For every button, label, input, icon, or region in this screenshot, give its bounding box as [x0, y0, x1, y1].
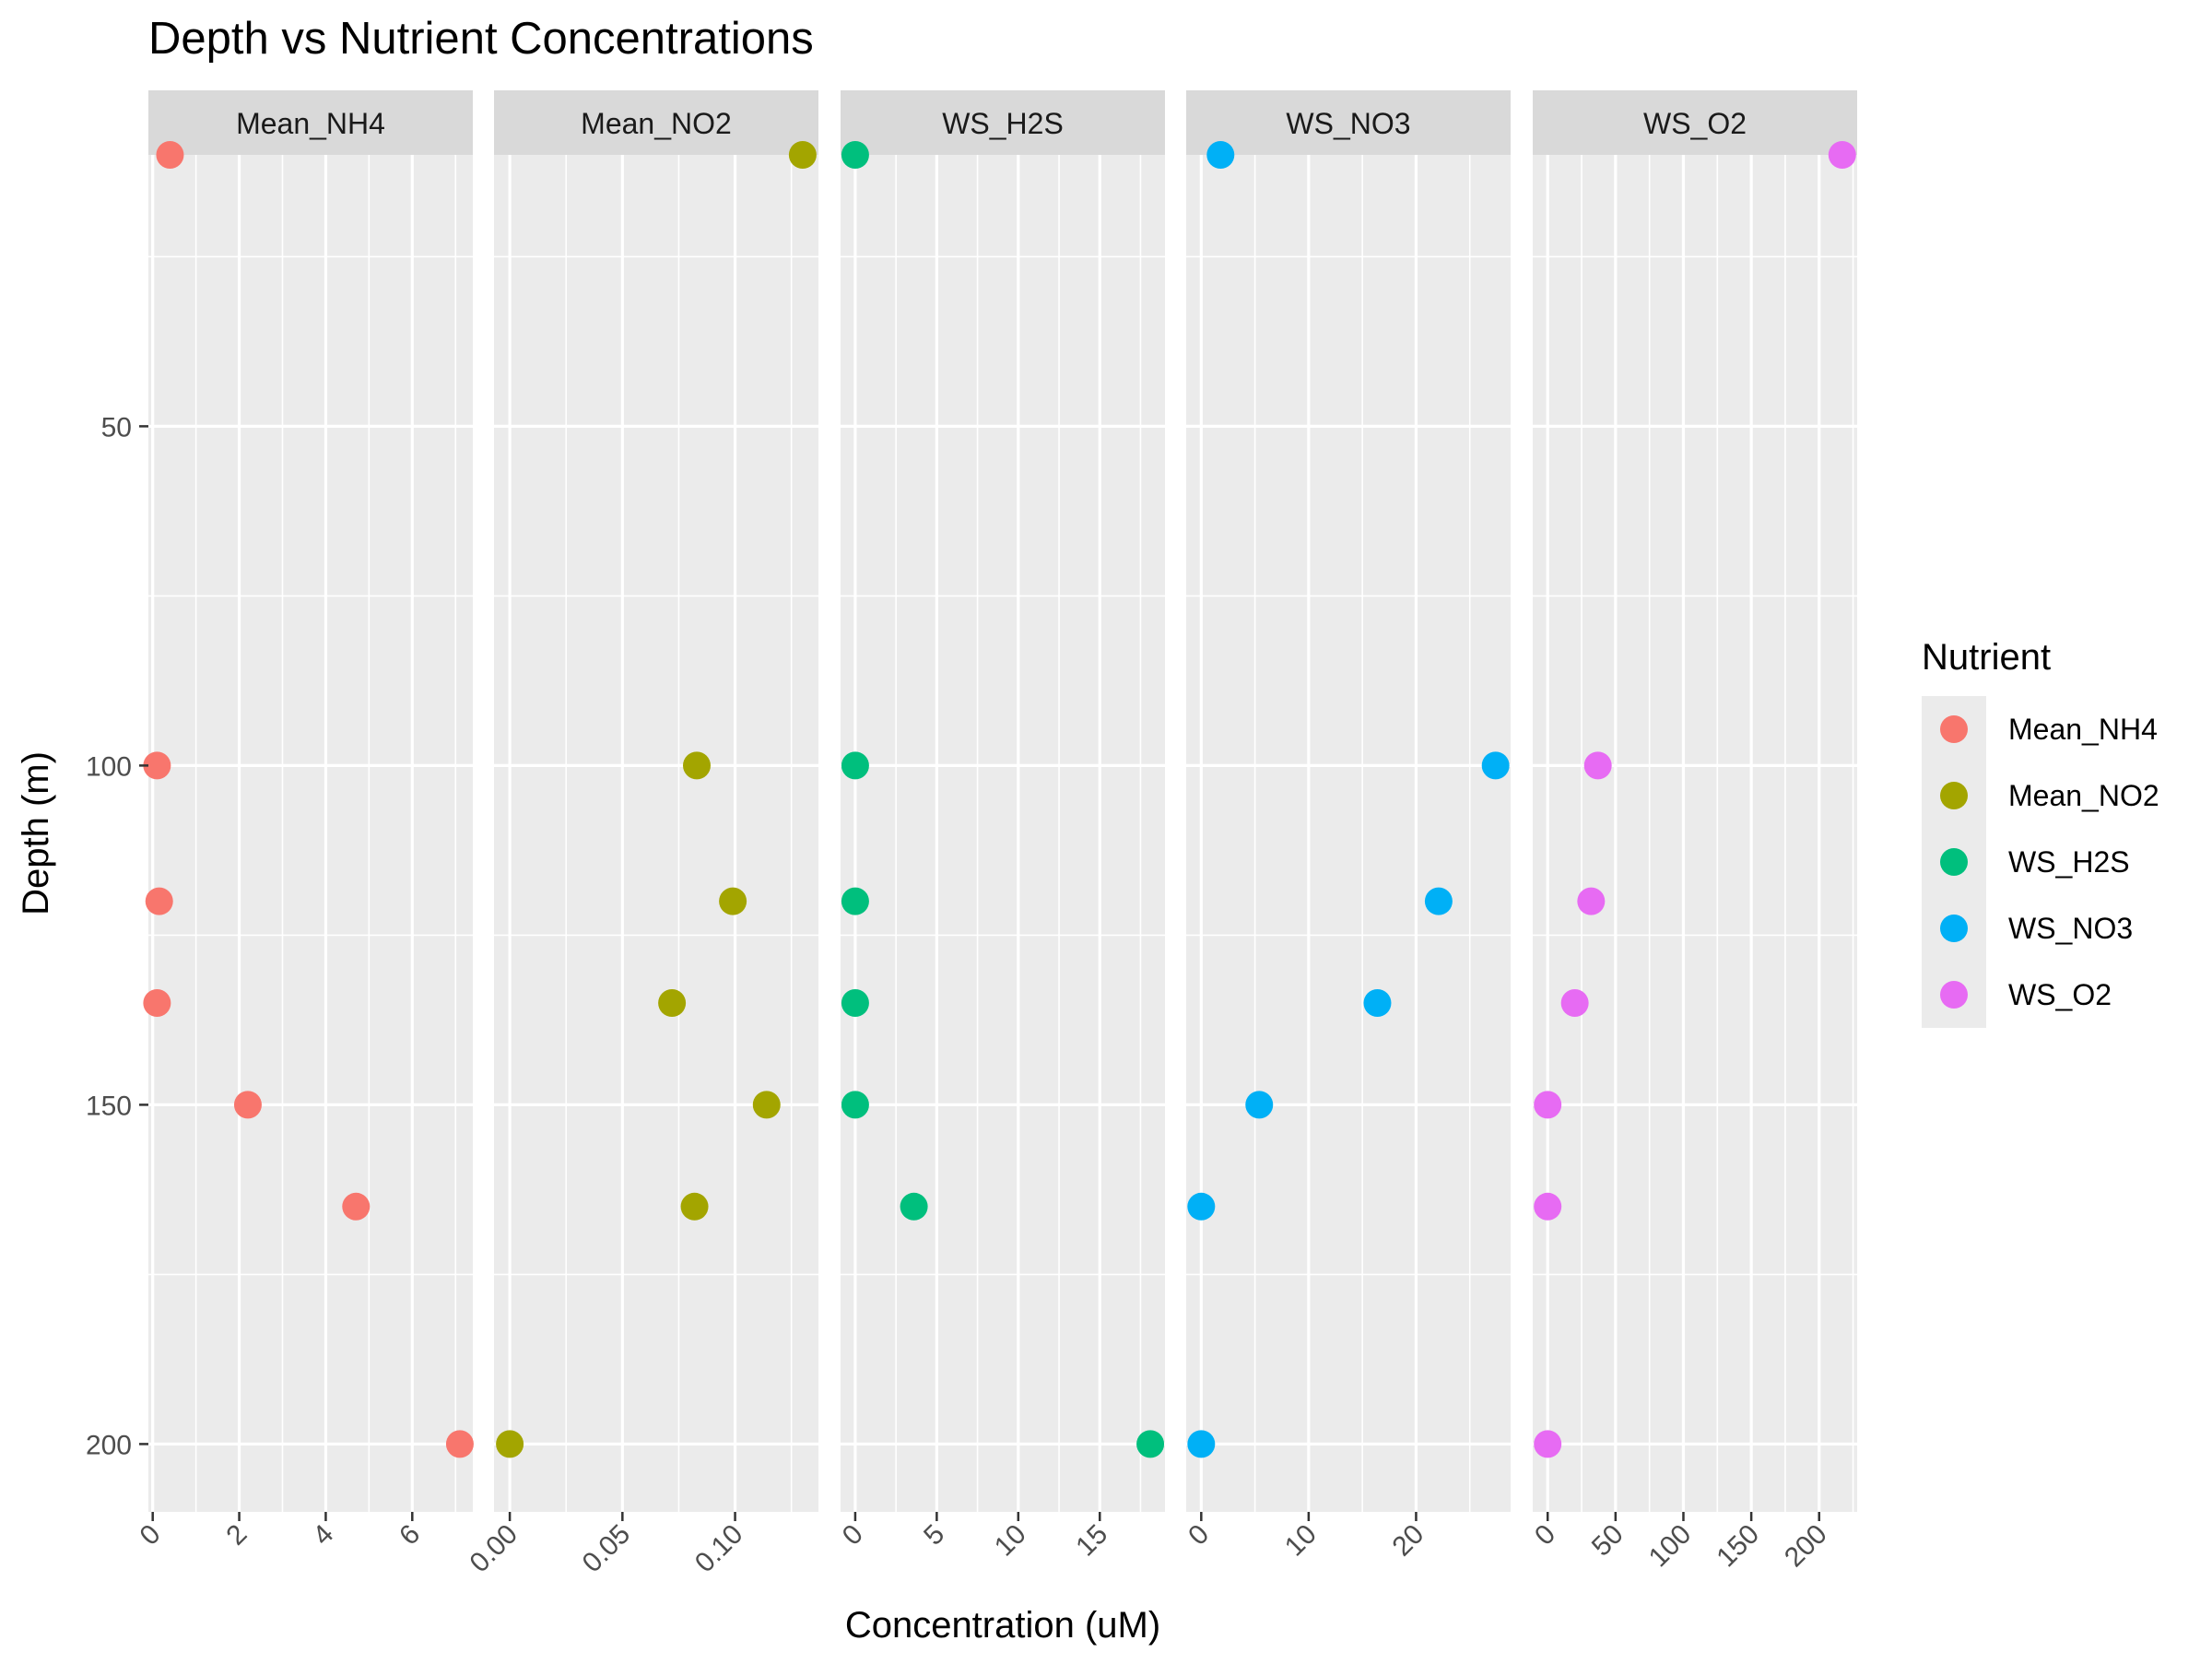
x-tick-label: 0.05	[577, 1519, 637, 1579]
x-tick-label: 20	[1386, 1519, 1430, 1563]
x-tick-label: 0.00	[464, 1519, 524, 1579]
panel-background	[1533, 155, 1857, 1512]
facet-strip	[494, 90, 818, 155]
x-tick-label: 0.10	[689, 1519, 749, 1579]
legend-key-marker	[1940, 782, 1968, 809]
x-axis-title: Concentration (uM)	[845, 1605, 1160, 1646]
facet-strip	[1186, 90, 1511, 155]
facet-strip	[1533, 90, 1857, 155]
data-point	[719, 887, 747, 915]
data-point	[1136, 1430, 1165, 1458]
x-tick-label: 0	[1182, 1519, 1215, 1552]
data-point	[145, 887, 173, 915]
legend-label: WS_NO3	[2008, 912, 2133, 945]
x-tick-label: 10	[989, 1519, 1032, 1563]
data-point	[841, 751, 869, 780]
data-point	[1187, 1192, 1216, 1221]
data-point	[1424, 887, 1453, 915]
facet-strip-label: WS_H2S	[942, 107, 1064, 140]
data-point	[233, 1091, 262, 1119]
legend-key-marker	[1940, 715, 1968, 743]
panel-background	[841, 155, 1165, 1512]
facet-strip-label: Mean_NO2	[581, 107, 732, 140]
x-tick-label: 200	[1779, 1519, 1833, 1574]
data-point	[1534, 1430, 1562, 1458]
x-tick-label: 10	[1279, 1519, 1323, 1563]
legend-label: WS_O2	[2008, 978, 2112, 1011]
data-point	[752, 1091, 781, 1119]
x-tick-label: 5	[918, 1519, 950, 1552]
x-tick-label: 2	[220, 1519, 253, 1552]
data-point	[841, 141, 869, 169]
y-tick-label: 100	[86, 751, 132, 782]
data-point	[683, 751, 711, 780]
x-tick-label: 0	[837, 1519, 869, 1552]
data-point	[1206, 141, 1235, 169]
data-point	[143, 751, 171, 780]
data-point	[1245, 1091, 1274, 1119]
x-tick-label: 15	[1070, 1519, 1113, 1563]
data-point	[788, 141, 817, 169]
data-point	[496, 1430, 524, 1458]
x-tick-label: 150	[1711, 1519, 1765, 1574]
facet-strip	[148, 90, 473, 155]
data-point	[841, 989, 869, 1017]
data-point	[1481, 751, 1510, 780]
legend-title: Nutrient	[1922, 637, 2051, 678]
data-point	[900, 1192, 928, 1221]
panel-background	[1186, 155, 1511, 1512]
legend-label: Mean_NO2	[2008, 779, 2159, 812]
facet-panel-ws-no3: WS_NO3 0 10 20	[1182, 90, 1511, 1563]
data-point	[1583, 751, 1612, 780]
legend-key-marker	[1940, 915, 1968, 942]
x-tick-label: 100	[1643, 1519, 1698, 1574]
data-point	[1577, 887, 1606, 915]
y-axis-title: Depth (m)	[16, 751, 56, 915]
y-tick-label: 50	[101, 412, 132, 443]
data-point	[156, 141, 184, 169]
data-point	[1363, 989, 1392, 1017]
facet-strip-label: Mean_NH4	[236, 107, 385, 140]
data-point	[1187, 1430, 1216, 1458]
legend-label: WS_H2S	[2008, 845, 2130, 879]
panel-background	[494, 155, 818, 1512]
facet-strip	[841, 90, 1165, 155]
legend-key-marker	[1940, 848, 1968, 876]
data-point	[1828, 141, 1856, 169]
facet-panel-mean-no2: Mean_NO2 0.00 0.05 0.10	[464, 90, 818, 1578]
facet-panel-ws-o2: WS_O2 0 50 100 150 200	[1529, 90, 1857, 1573]
x-tick-label: 0	[135, 1519, 167, 1552]
data-point	[1534, 1091, 1562, 1119]
panel-background	[148, 155, 473, 1512]
data-point	[841, 1091, 869, 1119]
facet-panel-ws-h2s: WS_H2S 0 5 10 15	[837, 90, 1165, 1563]
data-point	[445, 1430, 474, 1458]
x-tick-label: 6	[394, 1519, 426, 1552]
data-point	[841, 887, 869, 915]
legend: Nutrient Mean_NH4 Mean_NO2 WS_H2S WS_NO3 WS_O…	[1922, 637, 2159, 1028]
data-point	[1534, 1192, 1562, 1221]
x-tick-label: 0	[1529, 1519, 1561, 1552]
legend-label: Mean_NH4	[2008, 713, 2158, 746]
data-point	[342, 1192, 371, 1221]
data-point	[658, 989, 687, 1017]
x-tick-label: 50	[1586, 1519, 1630, 1563]
x-tick-label: 4	[307, 1519, 339, 1552]
data-point	[1560, 989, 1589, 1017]
facet-strip-label: WS_NO3	[1286, 107, 1410, 140]
y-tick-label: 200	[86, 1430, 132, 1460]
data-point	[143, 989, 171, 1017]
y-tick-label: 150	[86, 1091, 132, 1121]
legend-key-marker	[1940, 981, 1968, 1009]
facet-strip-label: WS_O2	[1643, 107, 1747, 140]
facet-panel-mean-nh4: Mean_NH4 0 2 4 6	[135, 90, 474, 1552]
chart-title: Depth vs Nutrient Concentrations	[148, 14, 814, 64]
y-axis: 50 100 150 200	[86, 412, 148, 1460]
data-point	[680, 1192, 709, 1221]
